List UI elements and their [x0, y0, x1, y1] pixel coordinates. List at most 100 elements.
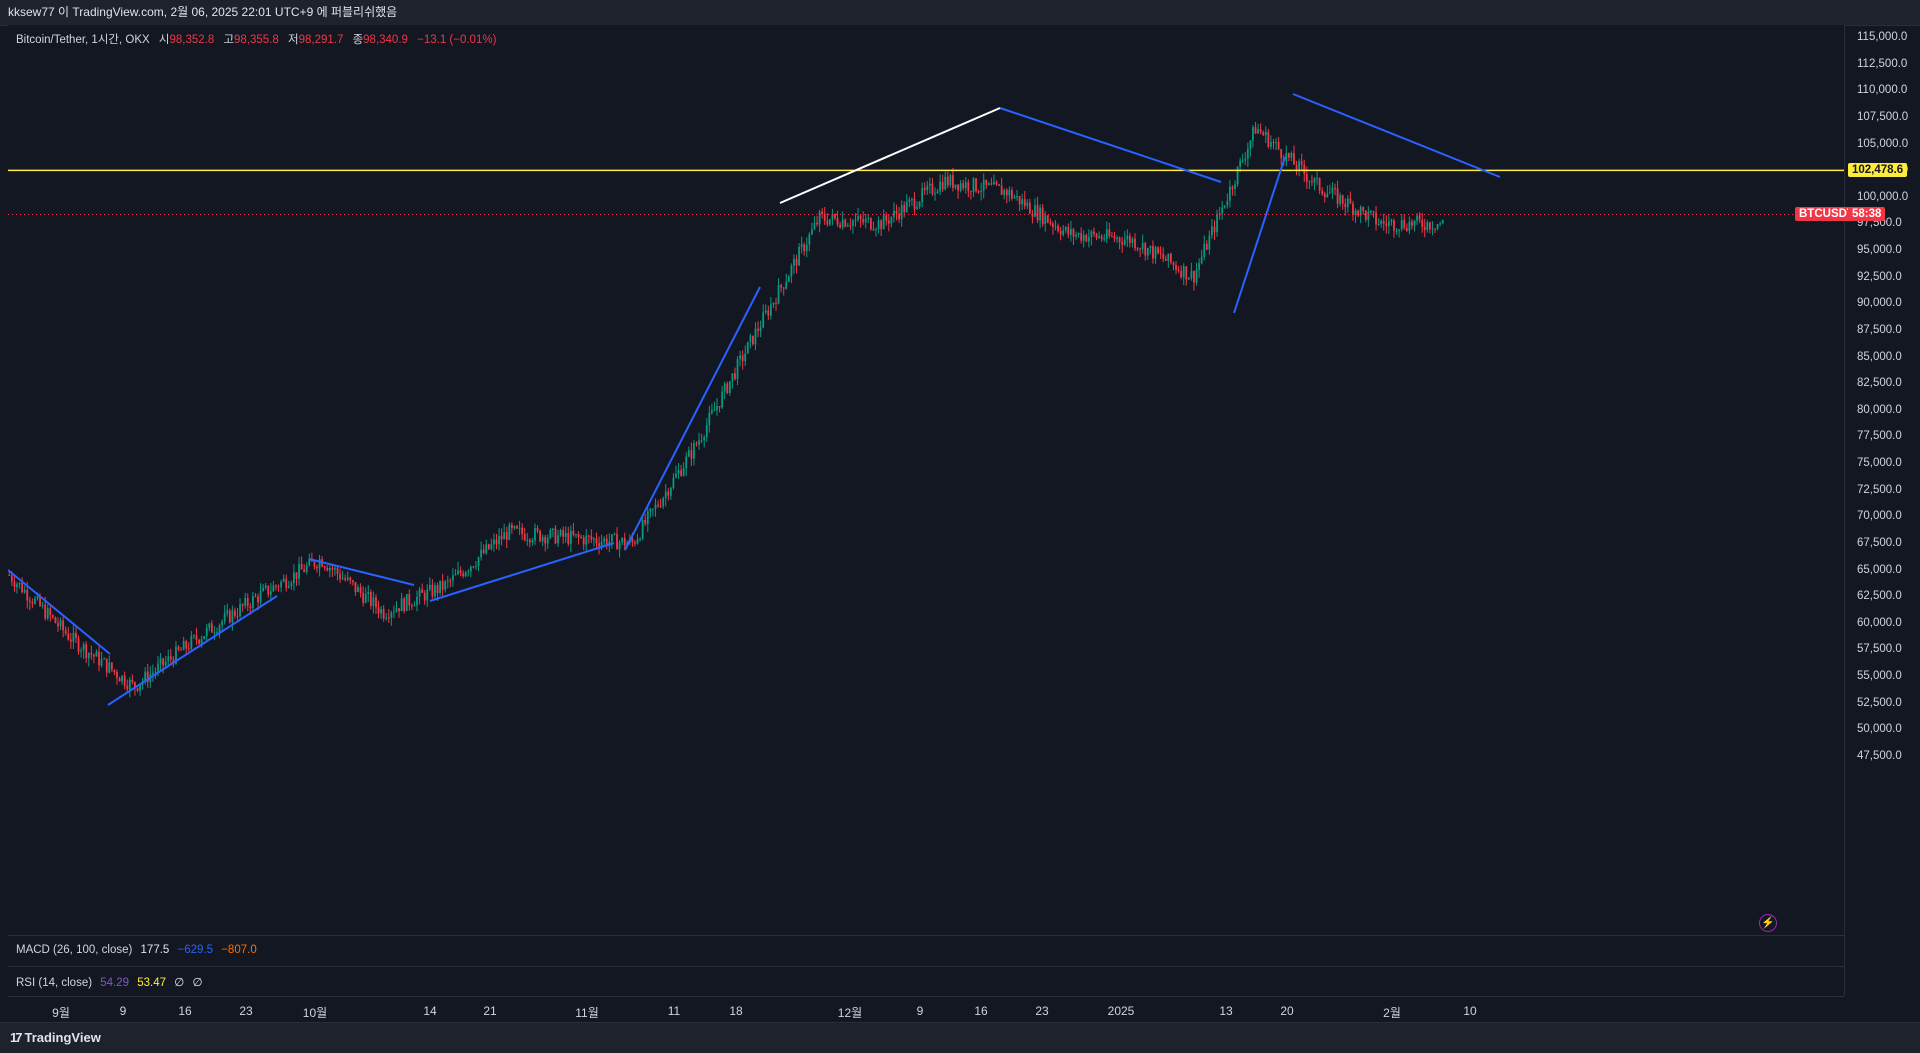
candle-body	[1387, 221, 1390, 226]
tv-logo-icon: 17	[10, 1030, 23, 1045]
candle-body	[1195, 269, 1198, 283]
candle-body	[1393, 220, 1395, 231]
rsi-label[interactable]: RSI (14, close)	[16, 977, 93, 989]
macd-pane[interactable]: MACD (26, 100, close) 177.5 −629.5 −807.…	[8, 935, 1844, 966]
candle-body	[1069, 229, 1072, 235]
tradingview-logo[interactable]: 17 TradingView	[10, 1030, 101, 1045]
candle-body	[1136, 248, 1139, 250]
candle-body	[67, 633, 70, 640]
candle-body	[428, 584, 431, 590]
candle-body	[846, 225, 849, 227]
candle-body	[449, 580, 452, 582]
candle-body	[585, 535, 588, 545]
candle-body	[1057, 226, 1059, 232]
candle-body	[393, 611, 395, 613]
candle-body	[387, 617, 390, 619]
candle-body	[200, 639, 203, 644]
rsi-pane[interactable]: RSI (14, close) 54.29 53.47 ∅ ∅	[8, 966, 1844, 997]
candle-body	[316, 566, 318, 569]
candle-body	[852, 220, 854, 226]
candle-body	[880, 220, 883, 230]
candle-body	[303, 569, 306, 572]
candle-body	[964, 182, 967, 189]
candle-body	[195, 635, 198, 641]
candle-body	[969, 191, 972, 193]
candle-body	[1098, 236, 1101, 238]
candle-body	[1082, 234, 1085, 241]
candle-body	[903, 205, 906, 213]
candle-body	[1172, 262, 1175, 265]
macd-legend: MACD (26, 100, close) 177.5 −629.5 −807.…	[16, 944, 257, 956]
candle-body	[557, 535, 559, 544]
candle-body	[421, 589, 424, 593]
candle-body	[1262, 132, 1265, 136]
candle-body	[69, 639, 72, 642]
candle-body	[805, 244, 808, 252]
candle-body	[1328, 192, 1331, 194]
candle-body	[1103, 238, 1106, 240]
time-tick: 16	[974, 1004, 988, 1018]
candle-body	[218, 625, 221, 633]
candle-body	[875, 229, 877, 231]
candle-body	[208, 623, 211, 628]
price-tick: 52,500.0	[1857, 696, 1902, 709]
candle-body	[277, 586, 280, 588]
candle-body	[1080, 233, 1083, 241]
candle-body	[959, 183, 962, 191]
candle-body	[1023, 199, 1026, 207]
candle-body	[941, 181, 944, 190]
candle-body	[282, 578, 285, 582]
candle-body	[249, 606, 252, 608]
time-axis[interactable]: 9월 9 16 23 10월 14 21 11월 11 18 12월 9 16 23 2025 13 20 2월 1…	[8, 996, 1844, 1023]
candle-body	[1031, 213, 1034, 217]
candle-body	[1423, 226, 1426, 230]
candle-body	[649, 508, 652, 512]
candle-body	[1077, 233, 1080, 235]
candle-body	[818, 211, 821, 225]
candle-body	[341, 578, 344, 580]
price-chart[interactable]	[8, 25, 1844, 935]
candle-body	[16, 584, 18, 587]
candle-body	[503, 532, 506, 540]
candle-body	[1280, 149, 1283, 158]
candle-body	[639, 538, 641, 540]
candle-body	[885, 215, 888, 221]
candle-body	[1367, 211, 1370, 220]
candle-body	[182, 641, 185, 651]
candle-body	[477, 557, 480, 567]
candle-body	[446, 580, 449, 582]
lightning-icon[interactable]: ⚡	[1759, 914, 1777, 932]
candle-body	[728, 381, 731, 393]
candle-body	[1216, 214, 1218, 233]
candle-body	[105, 658, 108, 673]
candle-body	[1075, 234, 1077, 237]
candle-body	[287, 586, 290, 588]
candle-body	[672, 477, 675, 488]
candle-body	[593, 538, 595, 540]
chart-canvas[interactable]	[8, 25, 1844, 935]
macd-label[interactable]: MACD (26, 100, close)	[16, 944, 133, 956]
candle-body	[49, 608, 52, 616]
candle-body	[121, 675, 124, 682]
candle-body	[82, 644, 85, 651]
candle-body	[154, 671, 157, 673]
candle-body	[103, 658, 106, 660]
candle-body	[462, 573, 465, 577]
candle-body	[646, 511, 649, 524]
candle-body	[336, 568, 339, 574]
price-tick: 85,000.0	[1857, 350, 1902, 363]
macd-value-3: −807.0	[221, 944, 257, 956]
candle-body	[734, 373, 736, 379]
candle-body	[380, 608, 383, 614]
candle-body	[1436, 224, 1439, 229]
candle-body	[375, 597, 377, 608]
candle-body	[151, 672, 154, 675]
candle-body	[834, 213, 836, 218]
candle-body	[198, 640, 200, 644]
symbol-name[interactable]: Bitcoin/Tether, 1시간, OKX	[16, 34, 150, 46]
candle-body	[1064, 227, 1067, 231]
candle-body	[1352, 203, 1354, 215]
candle-body	[636, 539, 639, 544]
candle-body	[523, 533, 526, 541]
candle-body	[1200, 256, 1203, 264]
